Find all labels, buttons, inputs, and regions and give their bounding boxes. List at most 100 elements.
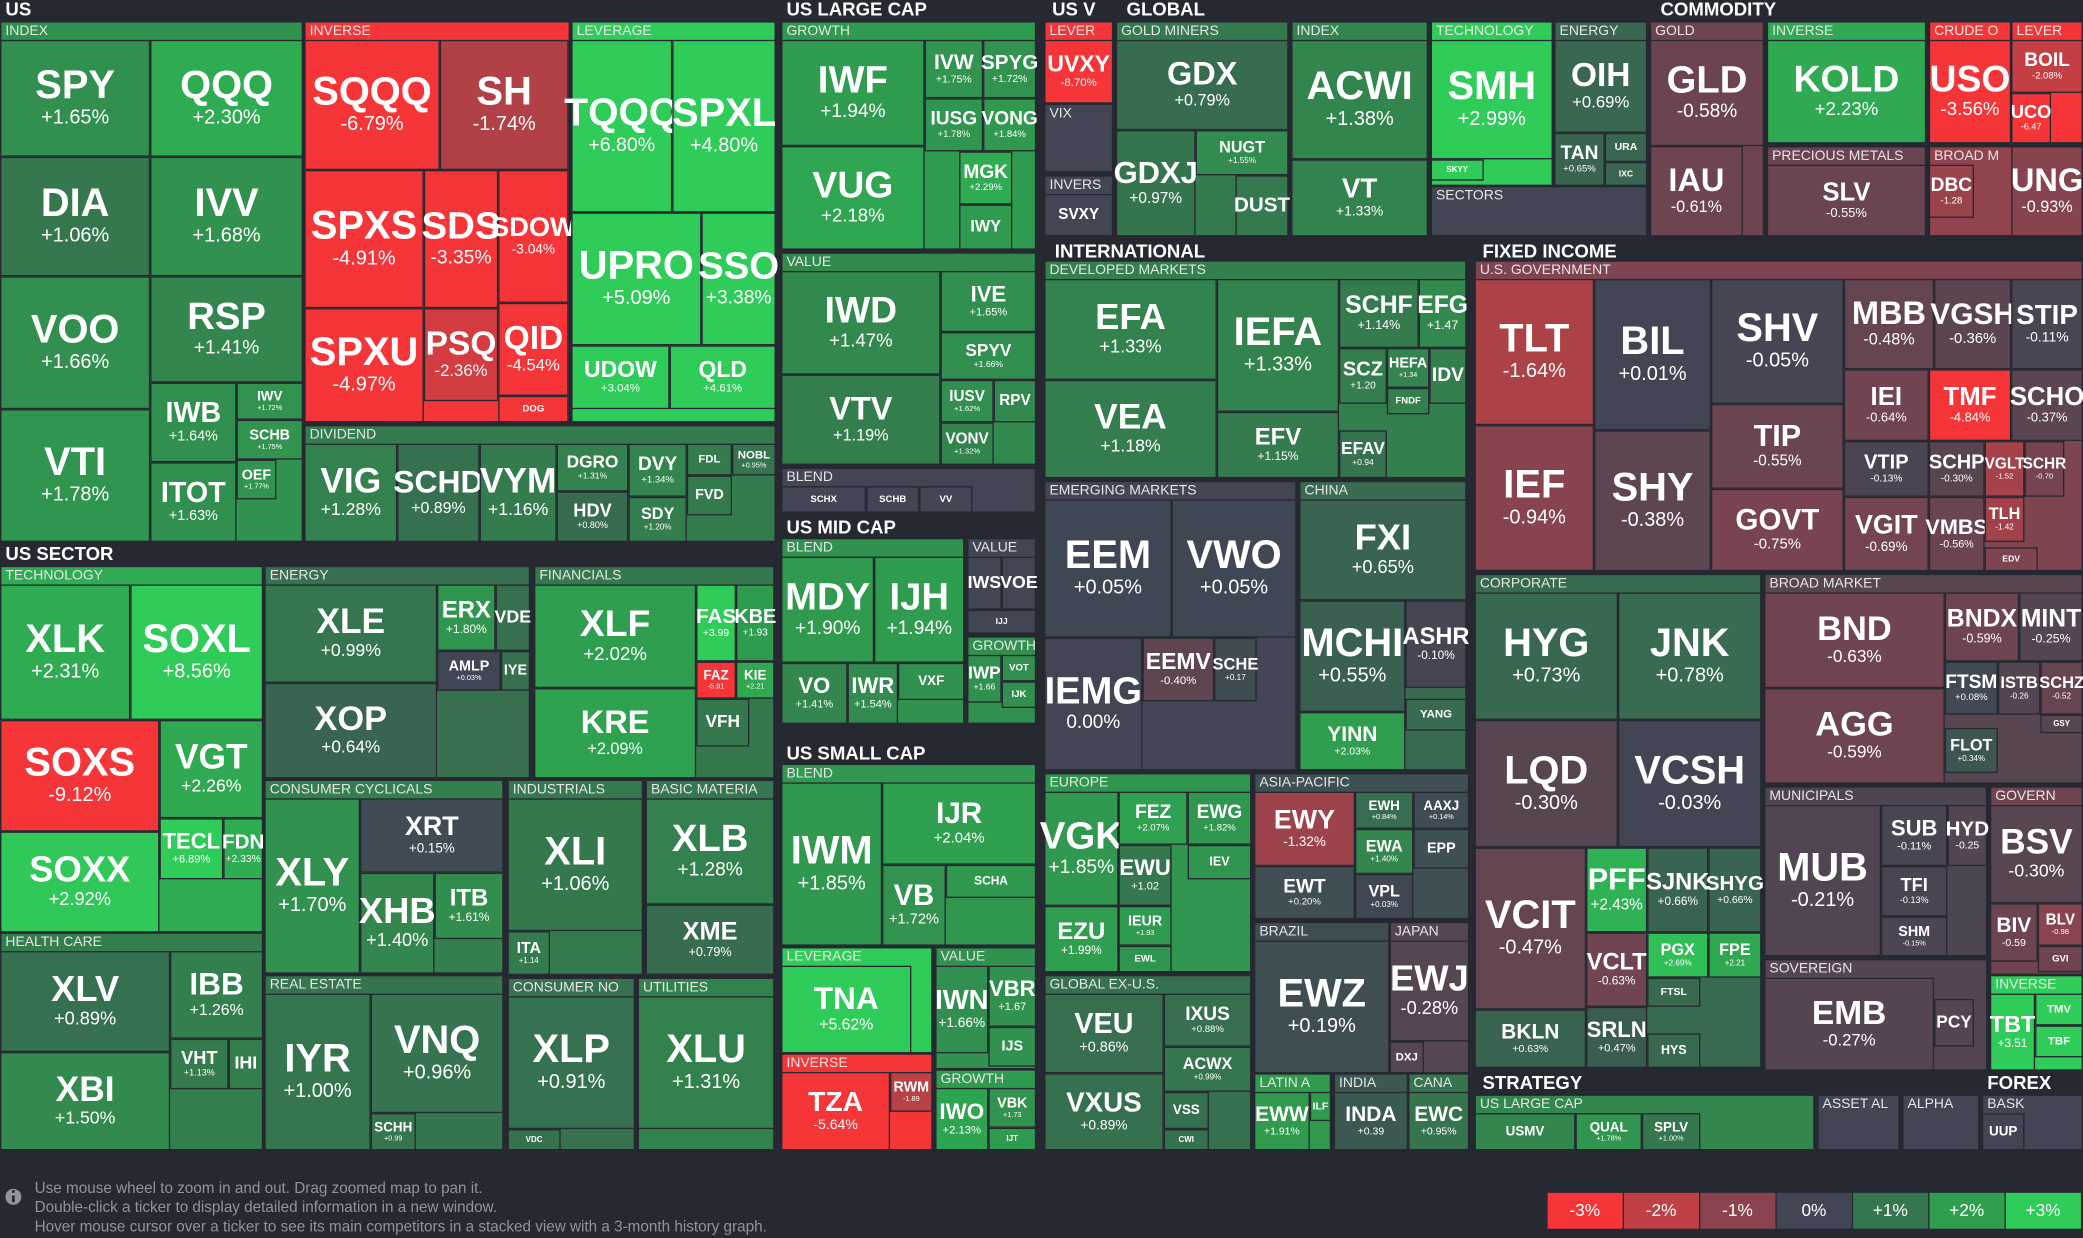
- ticker-tile[interactable]: [1044, 379, 1217, 479]
- ticker-tile[interactable]: [1764, 977, 1935, 1071]
- ticker-tile[interactable]: [1474, 278, 1595, 426]
- ticker-tile[interactable]: [236, 459, 277, 500]
- ticker-tile[interactable]: [1044, 993, 1164, 1074]
- ticker-tile[interactable]: [847, 662, 899, 724]
- ticker-tile[interactable]: [1142, 637, 1215, 702]
- ticker-tile[interactable]: [1044, 499, 1172, 638]
- ticker-tile[interactable]: [637, 996, 775, 1130]
- ticker-tile[interactable]: [1216, 411, 1340, 479]
- ticker-tile[interactable]: [1586, 932, 1648, 1007]
- ticker-tile[interactable]: [1710, 278, 1844, 404]
- ticker-tile[interactable]: [170, 1038, 229, 1090]
- ticker-tile[interactable]: [439, 39, 569, 171]
- ticker-tile[interactable]: [919, 486, 973, 513]
- ticker-tile[interactable]: [945, 864, 1037, 898]
- ticker-tile[interactable]: [983, 39, 1037, 99]
- ticker-tile[interactable]: [1163, 1046, 1252, 1092]
- ticker-tile[interactable]: [1216, 278, 1340, 412]
- ticker-tile[interactable]: [1474, 847, 1587, 1010]
- ticker-tile[interactable]: [0, 831, 160, 933]
- ticker-tile[interactable]: [1118, 905, 1172, 946]
- ticker-tile[interactable]: [686, 475, 733, 516]
- ticker-tile[interactable]: [988, 1026, 1037, 1067]
- ticker-tile[interactable]: [1944, 661, 1998, 715]
- ticker-tile[interactable]: [1405, 600, 1467, 689]
- ticker-tile[interactable]: [2011, 278, 2083, 370]
- ticker-tile[interactable]: [1710, 488, 1844, 572]
- ticker-tile[interactable]: [1291, 39, 1429, 160]
- ticker-tile[interactable]: [1118, 844, 1172, 906]
- ticker-tile[interactable]: [2011, 92, 2052, 144]
- ticker-tile[interactable]: [0, 584, 131, 720]
- ticker-tile[interactable]: [571, 39, 673, 213]
- ticker-tile[interactable]: [1413, 828, 1470, 869]
- ticker-tile[interactable]: [1647, 1033, 1701, 1068]
- ticker-tile[interactable]: [150, 382, 237, 463]
- ticker-tile[interactable]: [534, 584, 697, 689]
- ticker-tile[interactable]: [0, 39, 151, 157]
- ticker-tile[interactable]: [935, 965, 989, 1054]
- ticker-tile[interactable]: [1001, 681, 1037, 708]
- ticker-tile[interactable]: [940, 422, 994, 465]
- ticker-tile[interactable]: [1214, 637, 1257, 702]
- ticker-tile[interactable]: [1594, 278, 1711, 431]
- ticker-tile[interactable]: [2011, 146, 2083, 237]
- ticker-tile[interactable]: [1339, 348, 1387, 404]
- ticker-tile[interactable]: [264, 993, 371, 1151]
- ticker-tile[interactable]: [1474, 719, 1618, 848]
- ticker-tile[interactable]: [781, 965, 912, 1054]
- ticker-tile[interactable]: [1001, 654, 1037, 682]
- ticker-tile[interactable]: [1044, 791, 1119, 906]
- ticker-tile[interactable]: [1981, 1113, 2025, 1151]
- ticker-tile[interactable]: [130, 584, 264, 720]
- ticker-tile[interactable]: [696, 698, 750, 747]
- ticker-tile[interactable]: [223, 818, 264, 880]
- ticker-tile[interactable]: [1928, 164, 1974, 218]
- ticker-tile[interactable]: [1843, 278, 1935, 370]
- ticker-tile[interactable]: [2035, 993, 2083, 1026]
- ticker-tile[interactable]: [1474, 1009, 1587, 1068]
- ticker-tile[interactable]: [150, 39, 303, 157]
- ticker-tile[interactable]: [1430, 39, 1553, 160]
- ticker-tile[interactable]: [1254, 1091, 1310, 1151]
- ticker-tile[interactable]: [1710, 403, 1844, 489]
- ticker-tile[interactable]: [159, 719, 264, 819]
- ticker-tile[interactable]: [556, 443, 629, 492]
- ticker-tile[interactable]: [170, 951, 264, 1039]
- ticker-tile[interactable]: [0, 1052, 171, 1151]
- ticker-tile[interactable]: [1764, 592, 1945, 689]
- ticker-tile[interactable]: [1195, 130, 1289, 176]
- ticker-tile[interactable]: [304, 308, 424, 423]
- ticker-tile[interactable]: [1647, 847, 1709, 933]
- ticker-tile[interactable]: [507, 996, 636, 1130]
- ticker-tile[interactable]: [1843, 496, 1929, 572]
- ticker-tile[interactable]: [967, 609, 1037, 634]
- ticker-tile[interactable]: [304, 443, 398, 542]
- ticker-tile[interactable]: [1843, 441, 1929, 497]
- ticker-tile[interactable]: [1474, 1113, 1576, 1151]
- ticker-tile[interactable]: [1115, 39, 1289, 131]
- ticker-tile[interactable]: [1474, 592, 1618, 720]
- ticker-tile[interactable]: [1408, 1091, 1470, 1151]
- ticker-tile[interactable]: [2011, 39, 2083, 93]
- ticker-tile[interactable]: [1934, 998, 1974, 1047]
- ticker-tile[interactable]: [732, 443, 776, 476]
- ticker-tile[interactable]: [1163, 993, 1252, 1047]
- ticker-tile[interactable]: [781, 270, 941, 375]
- ticker-tile[interactable]: [940, 270, 1037, 333]
- ticker-tile[interactable]: [1413, 791, 1470, 829]
- ticker-tile[interactable]: [2037, 903, 2083, 946]
- ticker-tile[interactable]: [1766, 164, 1927, 237]
- ticker-tile[interactable]: [507, 1129, 561, 1151]
- ticker-tile[interactable]: [1339, 278, 1419, 349]
- ticker-tile[interactable]: [360, 872, 435, 974]
- ticker-tile[interactable]: [1044, 905, 1119, 973]
- ticker-tile[interactable]: [866, 486, 920, 513]
- ticker-tile[interactable]: [1604, 162, 1648, 186]
- ticker-tile[interactable]: [645, 904, 775, 975]
- ticker-tile[interactable]: [988, 1127, 1037, 1151]
- ticker-tile[interactable]: [423, 170, 499, 309]
- ticker-tile[interactable]: [1389, 940, 1470, 1042]
- ticker-tile[interactable]: [1928, 369, 2012, 442]
- ticker-tile[interactable]: [264, 682, 438, 779]
